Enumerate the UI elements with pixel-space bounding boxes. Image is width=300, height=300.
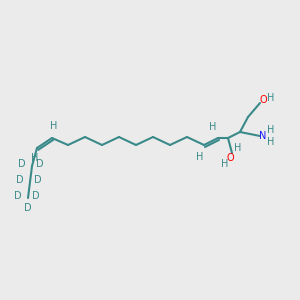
Text: H: H: [221, 159, 229, 169]
Text: H: H: [31, 153, 39, 163]
Text: D: D: [34, 175, 42, 185]
Text: H: H: [267, 93, 275, 103]
Text: H: H: [209, 122, 217, 132]
Text: D: D: [14, 191, 22, 201]
Text: H: H: [267, 137, 275, 147]
Text: N: N: [259, 131, 267, 141]
Text: D: D: [32, 191, 40, 201]
Text: H: H: [234, 143, 242, 153]
Text: D: D: [36, 159, 44, 169]
Text: D: D: [24, 203, 32, 213]
Text: O: O: [259, 95, 267, 105]
Text: D: D: [16, 175, 24, 185]
Text: H: H: [50, 121, 58, 131]
Text: O: O: [226, 153, 234, 163]
Text: D: D: [18, 159, 26, 169]
Text: H: H: [196, 152, 204, 162]
Text: H: H: [267, 125, 275, 135]
